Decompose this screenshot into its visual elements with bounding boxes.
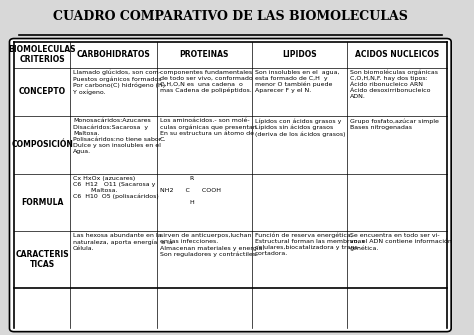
Text: Llamado glúcidos, son com-
Puestos orgánicos formados
Por carbono(C) hidrógeno (: Llamado glúcidos, son com- Puestos orgán… — [73, 70, 165, 95]
Text: CUADRO COMPARATIVO DE LAS BIOMOLECULAS: CUADRO COMPARATIVO DE LAS BIOMOLECULAS — [53, 10, 408, 23]
Text: Son insolubles en el  agua,
esta formado de C,H  y
menor O también puede
Aparece: Son insolubles en el agua, esta formado … — [255, 70, 339, 93]
Text: CONCEPTO: CONCEPTO — [18, 87, 66, 96]
Text: FORMULA: FORMULA — [21, 198, 64, 207]
Text: Lípidos con ácidos grasos y
Lípidos sin ácidos grasos
(deriva de los ácidos gras: Lípidos con ácidos grasos y Lípidos sin … — [255, 118, 345, 137]
FancyBboxPatch shape — [9, 39, 451, 332]
Text: Son biomoléculas orgánicas
C,O,H,N,F. hay dos tipos:
Ácido ribonucleico ARN
Ácid: Son biomoléculas orgánicas C,O,H,N,F. ha… — [350, 70, 438, 99]
Text: R

NH2      C      COOH

               H: R NH2 C COOH H — [160, 176, 220, 205]
Text: LIPIDOS: LIPIDOS — [282, 50, 317, 59]
Text: Las hexosa abundante en la
naturaleza, aporta energía  a la
Célula.: Las hexosa abundante en la naturaleza, a… — [73, 233, 173, 251]
Text: BIOMOLECULAS
CRITERIOS: BIOMOLECULAS CRITERIOS — [9, 45, 76, 64]
Text: COMPOSICIÓN: COMPOSICIÓN — [11, 140, 73, 149]
Text: CARBOHIDRATOS: CARBOHIDRATOS — [77, 50, 150, 59]
Text: CARACTERIS
TICAS: CARACTERIS TICAS — [15, 250, 69, 269]
Text: Se encuentra en todo ser vi-
vo, el ADN contiene información
genética.: Se encuentra en todo ser vi- vo, el ADN … — [350, 233, 452, 251]
Text: Función de reserva energética,
Estructural forman las membranas
celulares,biocat: Función de reserva energética, Estructur… — [255, 233, 365, 256]
Text: sirven de anticuerpos,luchan
en las infecciones.
Almacenan materiales y energía.: sirven de anticuerpos,luchan en las infe… — [160, 233, 264, 257]
Text: PROTEINAS: PROTEINAS — [180, 50, 229, 59]
Text: Monosacáridos:Azucares
Disacáridos:Sacarosa  y
Maltosa.
Polisacáridos:no tiene s: Monosacáridos:Azucares Disacáridos:Sacar… — [73, 118, 162, 154]
Text: Cx HxOx (azucares)
C6  H12   O11 (Sacarosa y
         Maltosa.
C6  H10  O5 (poli: Cx HxOx (azucares) C6 H12 O11 (Sacarosa … — [73, 176, 159, 199]
Text: Grupo fosfato,azúcar simple
Bases nitrogenadas: Grupo fosfato,azúcar simple Bases nitrog… — [350, 118, 439, 130]
Text: ACIDOS NUCLEICOS: ACIDOS NUCLEICOS — [355, 50, 439, 59]
Text: Los aminoácidos.- son molé-
culas orgánicas que presentan
En su estructura un át: Los aminoácidos.- son molé- culas orgáni… — [160, 118, 256, 142]
Text: componentes fundamentales
de todo ser vivo, conformado
C,H,O,N es  una cadena  o: componentes fundamentales de todo ser vi… — [160, 70, 252, 93]
